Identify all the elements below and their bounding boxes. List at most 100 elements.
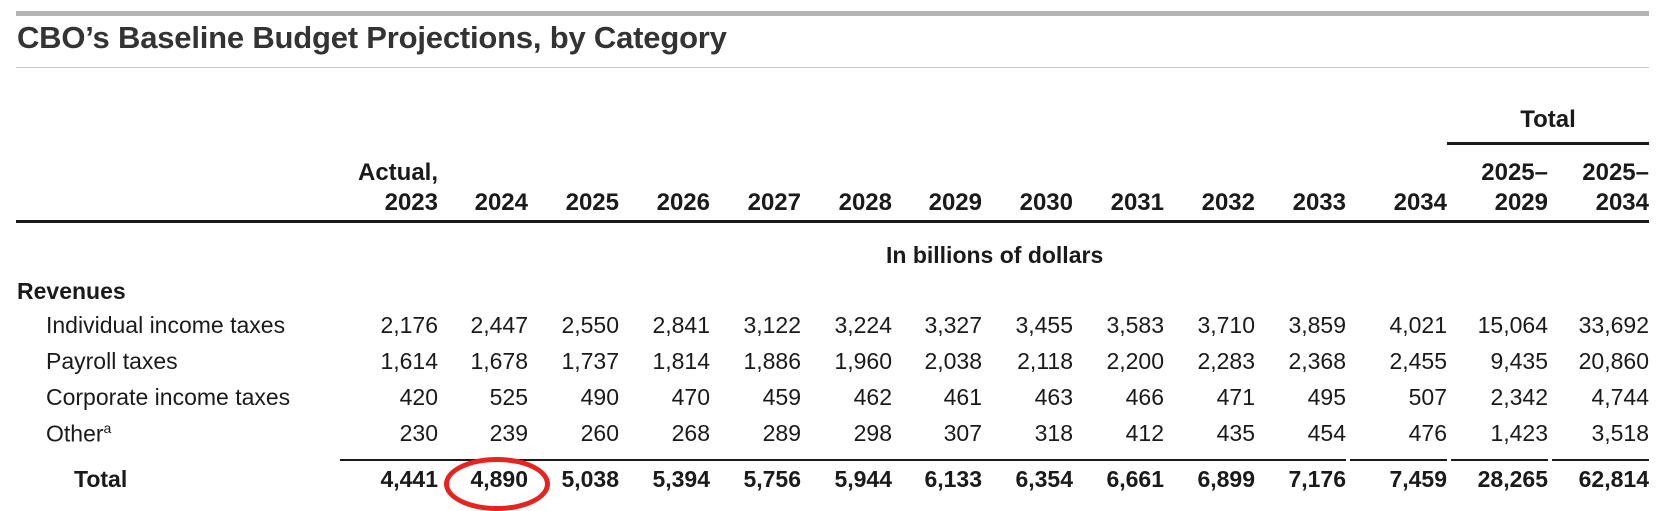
- table-cell: 289: [762, 420, 801, 446]
- table-cell: 2,118: [1017, 348, 1073, 374]
- column-header: 2025: [566, 158, 619, 218]
- column-header: 2026: [657, 158, 710, 218]
- column-header-line1: [929, 158, 982, 188]
- table-cell: 2,455: [1389, 348, 1447, 374]
- total-rule: [974, 459, 1073, 461]
- table-cell: 470: [671, 384, 710, 410]
- table-cell: 2,342: [1490, 384, 1548, 410]
- footnote-marker: a: [103, 420, 112, 436]
- table-cell: 298: [853, 420, 892, 446]
- column-header: 2029: [929, 158, 982, 218]
- total-rule: [520, 459, 619, 461]
- table-cell: 2,447: [470, 312, 528, 338]
- table-cell: 1,960: [834, 348, 892, 374]
- table-cell: 5,756: [743, 466, 801, 492]
- column-header-line1: [748, 158, 801, 188]
- table-cell: 2,200: [1106, 348, 1164, 374]
- table-cell: 3,859: [1288, 312, 1346, 338]
- table-cell: 3,327: [924, 312, 982, 338]
- table-cell: 62,814: [1578, 466, 1649, 492]
- table-title: CBO’s Baseline Budget Projections, by Ca…: [17, 20, 727, 55]
- column-header: 2032: [1202, 158, 1255, 218]
- row-label: Payroll taxes: [46, 348, 178, 374]
- column-header-line2: 2034: [1595, 189, 1649, 216]
- table-cell: 1,423: [1490, 420, 1548, 446]
- column-header: 2025– 2029: [1481, 158, 1548, 218]
- top-rule: [16, 11, 1649, 16]
- total-rule: [612, 459, 710, 461]
- table-cell: 6,899: [1197, 466, 1255, 492]
- total-group-rule: [1447, 142, 1649, 145]
- table-cell: 9,435: [1490, 348, 1548, 374]
- column-header-line1: [1020, 158, 1073, 188]
- table-cell: 476: [1408, 420, 1447, 446]
- table-cell: 3,122: [743, 312, 801, 338]
- units-label: In billions of dollars: [886, 242, 1104, 268]
- table-cell: 1,614: [380, 348, 438, 374]
- table-cell: 435: [1216, 420, 1255, 446]
- table-cell: 461: [943, 384, 982, 410]
- table-cell: 459: [762, 384, 801, 410]
- title-divider: [16, 67, 1649, 68]
- table-cell: 6,354: [1015, 466, 1073, 492]
- table-cell: 5,038: [561, 466, 619, 492]
- table-cell: 5,394: [652, 466, 710, 492]
- table-cell: 4,744: [1591, 384, 1649, 410]
- column-header: 2033: [1293, 158, 1346, 218]
- column-header: 2027: [748, 158, 801, 218]
- total-rule: [793, 459, 892, 461]
- column-header-line1: Actual,: [357, 159, 438, 186]
- column-header-line1: [566, 158, 619, 188]
- table-cell: 1,737: [561, 348, 619, 374]
- table-cell: 1,678: [470, 348, 528, 374]
- table-cell: 20,860: [1578, 348, 1649, 374]
- table-cell: 412: [1125, 420, 1164, 446]
- row-label: Corporate income taxes: [46, 384, 291, 410]
- row-label: Individual income taxes: [46, 312, 286, 338]
- table-cell: 5,944: [834, 466, 892, 492]
- table-cell: 4,441: [380, 466, 438, 492]
- table-cell: 420: [399, 384, 438, 410]
- column-header-line2: 2026: [656, 189, 710, 216]
- table-cell: 3,710: [1197, 312, 1255, 338]
- header-rule: [16, 220, 1649, 223]
- row-label: Othera: [46, 420, 112, 447]
- table-cell: 15,064: [1477, 312, 1548, 338]
- table-cell: 6,661: [1106, 466, 1164, 492]
- total-rule: [1156, 459, 1255, 461]
- table-cell: 239: [489, 420, 528, 446]
- table-cell: 4,021: [1389, 312, 1447, 338]
- table-cell: 307: [943, 420, 982, 446]
- total-rule: [1247, 459, 1346, 461]
- table-cell: 318: [1034, 420, 1073, 446]
- table-cell: 454: [1307, 420, 1346, 446]
- column-header-line2: 2024: [474, 189, 528, 216]
- column-header-line1: [475, 158, 528, 188]
- column-header: 2031: [1111, 158, 1164, 218]
- table-cell: 507: [1408, 384, 1447, 410]
- row-label: Total: [74, 466, 128, 492]
- column-header-line2: 2029: [1494, 189, 1548, 216]
- column-header-line2: 2032: [1201, 189, 1255, 216]
- table-cell: 466: [1125, 384, 1164, 410]
- table-cell: 471: [1216, 384, 1255, 410]
- column-header: 2030: [1020, 158, 1073, 218]
- column-header: 2024: [475, 158, 528, 218]
- table-row: Payroll taxes 1,614 1,678 1,737 1,814 1,886 1,…: [0, 348, 1680, 382]
- column-header-line1: [1293, 158, 1346, 188]
- total-row: Total 4,441 4,890 5,038 5,394 5,756 5,944 6,133…: [0, 466, 1680, 500]
- table-cell: 230: [399, 420, 438, 446]
- column-header-line2: 2030: [1019, 189, 1073, 216]
- column-header-line1: 2025–: [1582, 159, 1649, 186]
- column-header-line1: [1394, 158, 1447, 188]
- table-row: Corporate income taxes 420 525 490 470 459 462…: [0, 384, 1680, 418]
- total-rule: [340, 459, 438, 461]
- column-header-line2: 2029: [928, 189, 982, 216]
- total-rule: [1350, 459, 1447, 461]
- total-rule: [1451, 459, 1548, 461]
- column-header-line2: 2033: [1292, 189, 1346, 216]
- table-cell: 2,283: [1197, 348, 1255, 374]
- table-cell: 3,518: [1591, 420, 1649, 446]
- column-header: 2034: [1394, 158, 1447, 218]
- table-cell: 525: [489, 384, 528, 410]
